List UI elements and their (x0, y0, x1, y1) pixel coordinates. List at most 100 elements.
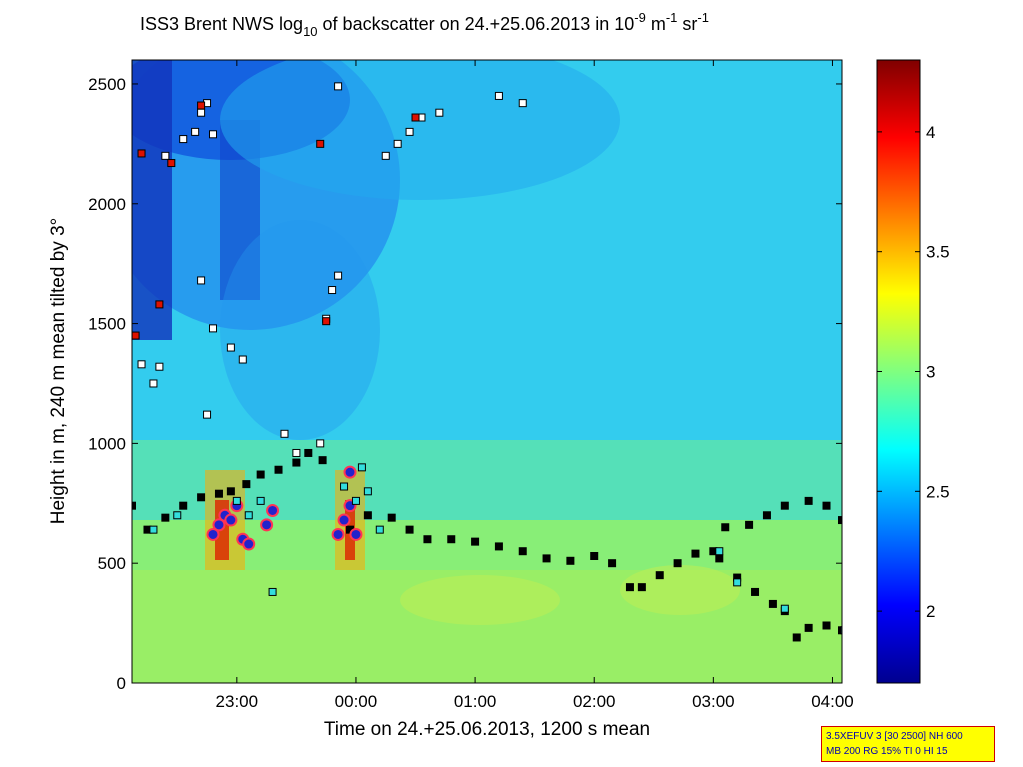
aerosol-layer-marker (316, 439, 325, 448)
mixing-layer-marker (751, 587, 760, 596)
cloud-indicator-marker (780, 604, 789, 613)
mixing-layer-marker (387, 513, 396, 522)
colorbar-tick-label: 2.5 (926, 482, 950, 501)
cloud-indicator-marker (840, 626, 842, 635)
cloud-base-marker (224, 513, 238, 527)
mixing-layer-marker (304, 448, 313, 457)
residual-layer-marker (167, 159, 176, 168)
cloud-base-marker (212, 518, 226, 532)
mixing-layer-marker (625, 583, 634, 592)
mixing-layer-marker (179, 501, 188, 510)
aerosol-layer-marker (328, 286, 337, 295)
info-line-2: MB 200 RG 15% TI 0 HI 15 (826, 746, 948, 757)
x-tick-label: 02:00 (573, 692, 616, 711)
aerosol-layer-marker (292, 448, 301, 457)
residual-layer-marker (155, 300, 164, 309)
mixing-layer-marker (542, 554, 551, 563)
mixing-layer-marker (673, 559, 682, 568)
y-tick-label: 1000 (88, 434, 126, 453)
cloud-indicator-marker (340, 482, 349, 491)
cloud-indicator-marker (244, 511, 253, 520)
mixing-layer-marker (226, 487, 235, 496)
aerosol-layer-marker (197, 108, 206, 117)
cloud-indicator-marker (363, 487, 372, 496)
mixing-layer-marker (423, 535, 432, 544)
mixing-layer-marker (838, 626, 842, 635)
aerosol-layer-marker (209, 324, 218, 333)
colorbar (876, 59, 921, 684)
mixing-layer-marker (197, 493, 206, 502)
residual-layer-marker (316, 139, 325, 148)
residual-layer-marker (137, 149, 146, 158)
cloud-base-marker (206, 527, 220, 541)
mixing-layer-marker (590, 552, 599, 561)
aerosol-layer-marker (203, 410, 212, 419)
mixing-layer-marker (780, 501, 789, 510)
plot-frame (131, 59, 843, 684)
mixing-layer-marker (838, 516, 842, 525)
colorbar-tick-label: 3.5 (926, 243, 950, 262)
settings-info-box: 3.5XEFUV 3 [30 2500] NH 600 MB 200 RG 15… (821, 726, 995, 762)
aerosol-layer-marker (179, 135, 188, 144)
mixing-layer-marker (768, 599, 777, 608)
mixing-layer-marker (691, 549, 700, 558)
aerosol-layer-marker (197, 276, 206, 285)
aerosol-layer-marker (191, 127, 200, 136)
mixing-layer-marker (518, 547, 527, 556)
y-tick-label: 0 (117, 674, 126, 693)
x-tick-label: 00:00 (335, 692, 378, 711)
mixing-layer-marker (132, 501, 136, 510)
cloud-indicator-marker (375, 525, 384, 534)
cloud-base-marker (242, 537, 256, 551)
cloud-indicator-marker (715, 547, 724, 556)
mixing-layer-marker (471, 537, 480, 546)
cloud-base-marker (260, 518, 274, 532)
x-axis-label: Time on 24.+25.06.2013, 1200 s mean (324, 719, 650, 740)
mixing-layer-marker (363, 511, 372, 520)
aerosol-layer-marker (161, 151, 170, 160)
colorbar-tick-label: 2 (926, 602, 935, 621)
cloud-indicator-marker (256, 496, 265, 505)
x-tick-label: 03:00 (692, 692, 735, 711)
mixing-layer-marker (721, 523, 730, 532)
mixing-layer-marker (405, 525, 414, 534)
mixing-layer-marker (447, 535, 456, 544)
mixing-layer-marker (256, 470, 265, 479)
backscatter-field (132, 60, 842, 683)
info-line-1: 3.5XEFUV 3 [30 2500] NH 600 (826, 731, 963, 742)
mixing-layer-marker (566, 556, 575, 565)
cloud-indicator-marker (173, 511, 182, 520)
mixing-layer-marker (762, 511, 771, 520)
colorbar-tick-label: 4 (926, 123, 935, 142)
cloud-base-marker (266, 503, 280, 517)
residual-layer-marker (411, 113, 420, 122)
aerosol-layer-marker (435, 108, 444, 117)
mixing-layer-marker (161, 513, 170, 522)
colorbar-tick-label: 3 (926, 363, 935, 382)
y-tick-label: 1500 (88, 315, 126, 334)
mixing-layer-marker (822, 621, 831, 630)
y-tick-label: 2500 (88, 75, 126, 94)
x-tick-label: 23:00 (216, 692, 259, 711)
mixing-layer-marker (494, 542, 503, 551)
mixing-layer-marker (715, 554, 724, 563)
x-tick-label: 01:00 (454, 692, 497, 711)
cloud-indicator-marker (357, 463, 366, 472)
aerosol-layer-marker (334, 82, 343, 91)
aerosol-layer-marker (209, 130, 218, 139)
mixing-layer-marker (214, 489, 223, 498)
residual-layer-marker (322, 317, 331, 326)
mixing-layer-marker (804, 496, 813, 505)
cloud-base-marker (349, 527, 363, 541)
aerosol-layer-marker (226, 343, 235, 352)
aerosol-layer-marker (280, 429, 289, 438)
aerosol-layer-marker (155, 362, 164, 371)
cloud-indicator-marker (733, 578, 742, 587)
mixing-layer-marker (318, 456, 327, 465)
cloud-indicator-marker (232, 496, 241, 505)
aerosol-layer-marker (137, 360, 146, 369)
mixing-layer-marker (608, 559, 617, 568)
cloud-base-marker (331, 527, 345, 541)
aerosol-layer-marker (149, 379, 158, 388)
